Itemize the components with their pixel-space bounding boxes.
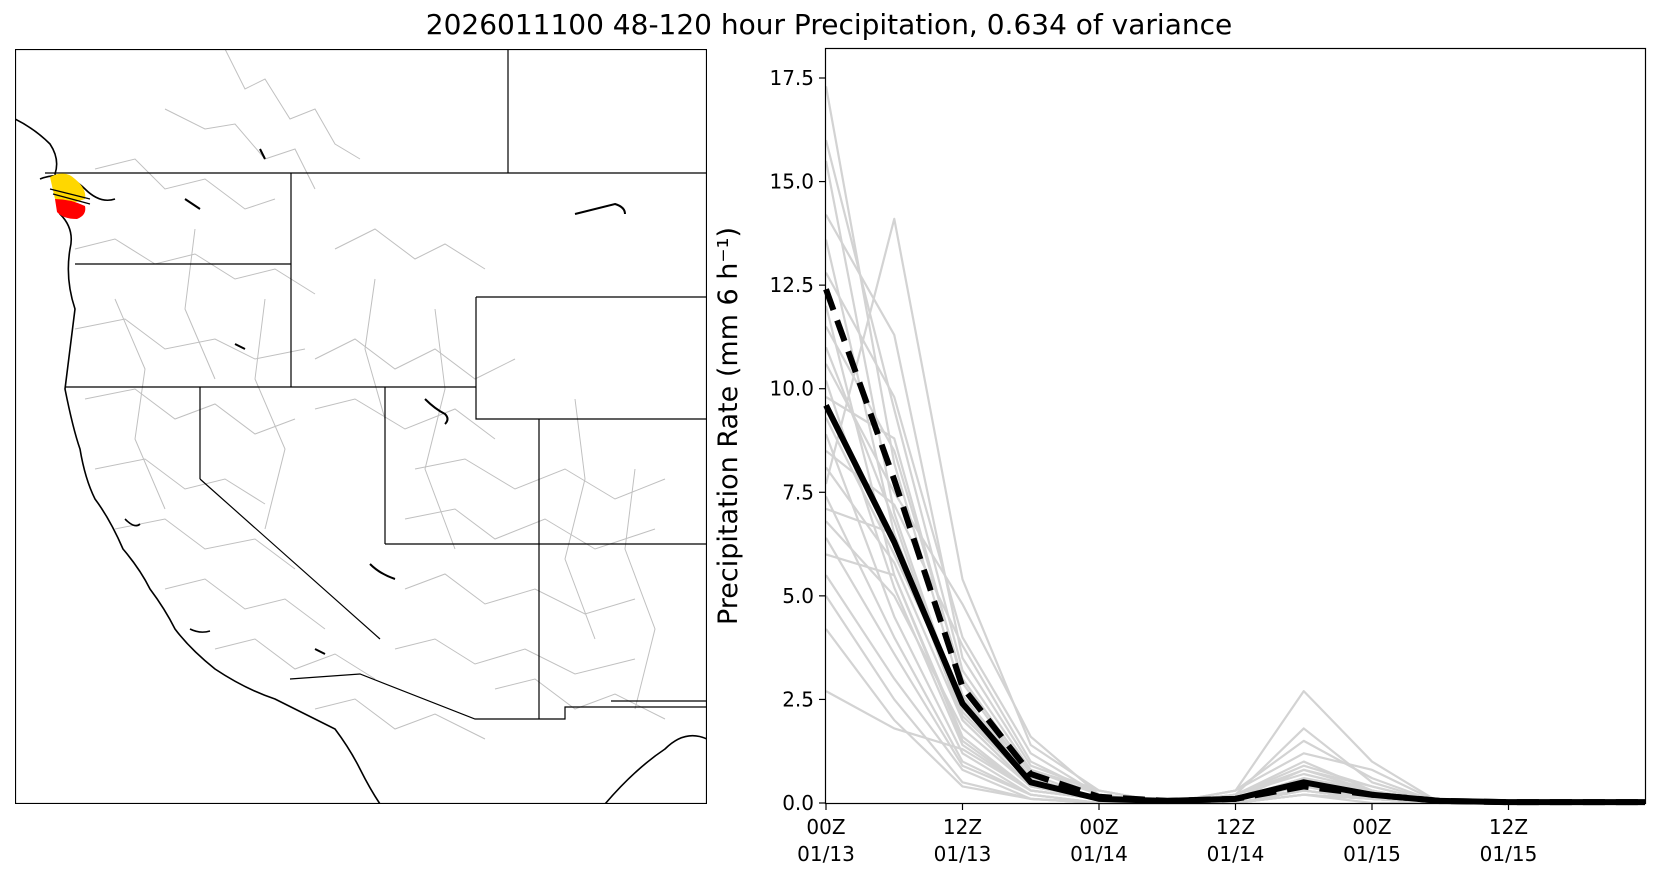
ensemble-member-line — [825, 520, 1645, 805]
x-tick-label: 01/14 — [1207, 842, 1265, 866]
highlighted-basin — [49, 173, 91, 219]
y-axis-label: Precipitation Rate (mm 6 h⁻¹) — [713, 227, 744, 625]
y-tick-label: 17.5 — [769, 66, 814, 90]
y-tick-label: 12.5 — [769, 273, 814, 297]
basin-secondary-area — [50, 173, 86, 204]
x-tick-label: 01/14 — [1070, 842, 1128, 866]
ensemble-member-line — [825, 272, 1645, 805]
y-tick-label: 10.0 — [769, 377, 814, 401]
map-panel — [15, 49, 707, 804]
state-borders — [15, 49, 707, 804]
x-tick-label: 00Z — [1079, 815, 1118, 839]
ensemble-member-line — [825, 326, 1645, 805]
basin-outline — [49, 188, 91, 205]
mean-series-lines — [823, 288, 1645, 806]
x-tick-label: 12Z — [1216, 815, 1255, 839]
x-axis-ticks: 00Z 01/13 12Z 01/13 00Z 01/14 12Z 01/14 00Z 01/15… — [797, 803, 1537, 866]
dashed-series-line — [823, 288, 1645, 806]
y-axis-ticks: 0.0 2.5 5.0 7.5 10.0 12.5 15.0 17.5 — [769, 66, 826, 815]
ensemble-member-line — [824, 86, 1645, 805]
x-tick-label: 01/15 — [1480, 842, 1538, 866]
basin-boundaries — [74, 49, 666, 740]
y-tick-label: 7.5 — [782, 480, 814, 504]
x-tick-label: 01/13 — [934, 842, 992, 866]
y-tick-label: 0.0 — [782, 791, 814, 815]
x-tick-label: 01/13 — [797, 842, 855, 866]
y-tick-label: 2.5 — [782, 687, 814, 711]
ensemble-lines — [824, 86, 1645, 805]
y-tick-label: 5.0 — [782, 584, 814, 608]
x-tick-label: 00Z — [1352, 815, 1391, 839]
chart-title: 2026011100 48-120 hour Precipitation, 0.… — [425, 8, 1233, 41]
y-tick-label: 15.0 — [769, 170, 814, 194]
ensemble-member-line — [825, 507, 1645, 805]
x-tick-label: 12Z — [943, 815, 982, 839]
x-tick-label: 00Z — [806, 815, 845, 839]
basin-primary-area — [55, 199, 86, 219]
ensemble-member-line — [824, 239, 1645, 805]
x-tick-label: 12Z — [1489, 815, 1528, 839]
x-tick-label: 01/15 — [1343, 842, 1401, 866]
lakes — [184, 148, 626, 655]
ensemble-member-line — [824, 305, 1645, 805]
